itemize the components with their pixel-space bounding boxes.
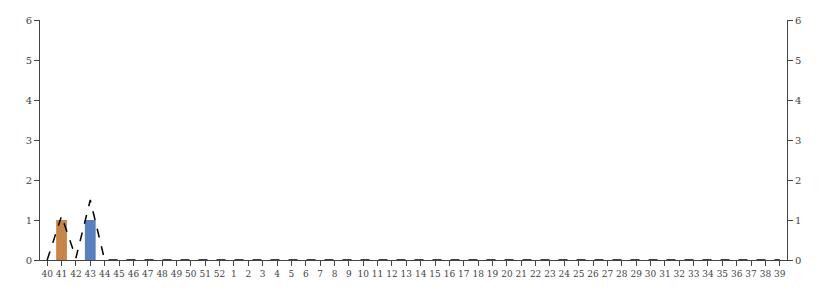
svg-text:30: 30 [645,269,657,279]
svg-text:10: 10 [357,269,369,279]
svg-text:6: 6 [303,269,309,279]
svg-text:23: 23 [544,269,556,279]
svg-text:6: 6 [795,15,801,26]
svg-text:8: 8 [332,269,338,279]
svg-text:46: 46 [128,269,140,279]
svg-text:31: 31 [659,269,670,279]
svg-text:3: 3 [795,135,801,146]
svg-text:5: 5 [795,55,801,66]
svg-text:22: 22 [530,269,541,279]
svg-text:36: 36 [731,269,743,279]
svg-text:12: 12 [386,269,397,279]
svg-text:1: 1 [795,215,801,226]
svg-text:17: 17 [458,269,470,279]
svg-text:9: 9 [346,269,352,279]
svg-text:14: 14 [415,269,427,279]
svg-text:6: 6 [26,15,32,26]
svg-text:21: 21 [516,269,527,279]
svg-text:1: 1 [26,215,32,226]
svg-text:50: 50 [185,269,197,279]
svg-text:4: 4 [795,95,801,106]
svg-text:5: 5 [26,55,32,66]
svg-text:48: 48 [156,269,168,279]
svg-text:33: 33 [688,269,700,279]
svg-text:25: 25 [573,269,585,279]
svg-text:19: 19 [487,269,499,279]
svg-text:3: 3 [26,135,32,146]
svg-text:42: 42 [70,269,81,279]
svg-text:13: 13 [401,269,413,279]
svg-text:45: 45 [113,269,125,279]
svg-text:2: 2 [795,175,801,186]
svg-text:0: 0 [795,255,801,266]
svg-text:52: 52 [214,269,225,279]
svg-text:37: 37 [745,269,757,279]
svg-text:51: 51 [199,269,210,279]
svg-text:1: 1 [231,269,237,279]
svg-text:2: 2 [26,175,32,186]
svg-text:49: 49 [171,269,183,279]
svg-text:40: 40 [41,269,53,279]
svg-text:7: 7 [317,269,323,279]
svg-text:32: 32 [674,269,685,279]
svg-text:16: 16 [444,269,456,279]
svg-text:0: 0 [26,255,32,266]
svg-text:4: 4 [26,95,32,106]
svg-text:26: 26 [587,269,599,279]
svg-text:3: 3 [260,269,266,279]
svg-text:38: 38 [760,269,772,279]
svg-text:5: 5 [289,269,295,279]
svg-text:18: 18 [472,269,484,279]
svg-text:15: 15 [429,269,441,279]
svg-text:2: 2 [245,269,251,279]
svg-text:11: 11 [372,269,383,279]
svg-text:35: 35 [717,269,729,279]
svg-text:24: 24 [559,269,571,279]
svg-text:44: 44 [99,269,111,279]
svg-text:29: 29 [630,269,642,279]
svg-text:41: 41 [56,269,67,279]
svg-text:28: 28 [616,269,628,279]
svg-text:43: 43 [85,269,97,279]
svg-text:39: 39 [774,269,786,279]
svg-text:4: 4 [274,269,280,279]
svg-text:27: 27 [602,269,614,279]
svg-text:34: 34 [702,269,714,279]
svg-text:20: 20 [501,269,513,279]
svg-text:47: 47 [142,269,154,279]
